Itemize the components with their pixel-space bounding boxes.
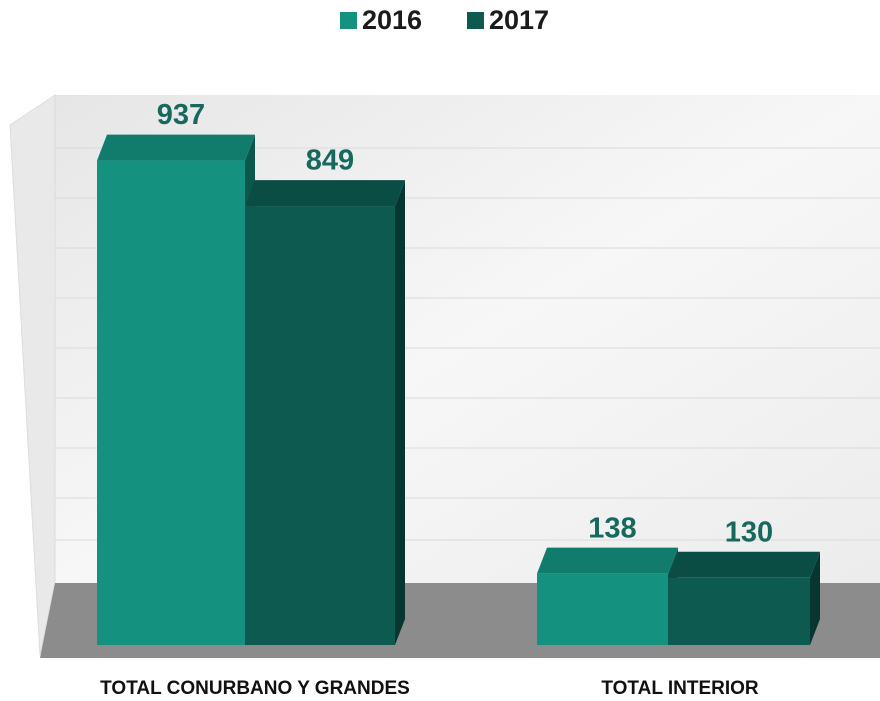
x-tick-label: TOTAL CONURBANO Y GRANDES [100,678,410,699]
legend-swatch [340,12,357,29]
data-label: 138 [588,512,636,544]
legend-label: 2016 [362,5,422,35]
x-tick-label: TOTAL INTERIOR [601,678,759,699]
data-label: 130 [725,516,773,548]
bar [97,160,245,646]
bars: 937 849 138 130 [97,99,820,646]
bar [245,206,395,645]
legend-label: 2017 [489,5,549,35]
legend-swatch [467,12,484,29]
bar-top [668,551,820,578]
bar-top [245,180,405,207]
bar [668,577,810,645]
bar-side [395,180,405,645]
data-label: 849 [306,145,354,177]
data-label: 937 [157,99,205,131]
bar-top [97,134,255,161]
bar-side [810,551,820,645]
bar [537,573,668,645]
side-wall [9,94,56,656]
bar-top [537,547,678,574]
legend: 2016 2017 [340,5,549,35]
